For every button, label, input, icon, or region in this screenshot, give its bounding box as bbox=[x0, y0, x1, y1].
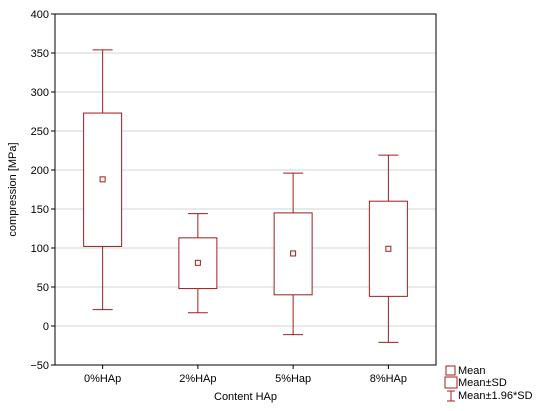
y-tick-label: 200 bbox=[31, 165, 49, 177]
y-axis-title: compression [MPa] bbox=[7, 142, 19, 236]
legend-label-mean: Mean bbox=[458, 365, 486, 377]
box-group-8%HAp bbox=[368, 154, 408, 343]
y-tick-label: 400 bbox=[31, 9, 49, 21]
x-tick-label: 8%HAp bbox=[370, 373, 407, 385]
y-tick-label: 350 bbox=[31, 48, 49, 60]
y-tick-label: 250 bbox=[31, 126, 49, 138]
sd-box bbox=[178, 237, 218, 290]
y-tick-label: 300 bbox=[31, 87, 49, 99]
sd-box bbox=[273, 212, 313, 296]
y-tick-label: 150 bbox=[31, 204, 49, 216]
mean-marker bbox=[385, 245, 392, 252]
legend: Mean Mean±SD Mean±1.96*SD bbox=[444, 365, 533, 402]
x-tick-label: 0%HAp bbox=[84, 373, 121, 385]
y-axis-ticks: 400 350 300 250 200 150 100 50 0 −50 bbox=[30, 9, 55, 372]
y-tick-label: 0 bbox=[43, 321, 49, 333]
x-axis-title: Content HAp bbox=[214, 391, 277, 403]
x-tick-label: 2%HAp bbox=[179, 373, 216, 385]
legend-whisker-marker bbox=[447, 390, 455, 402]
mean-marker bbox=[194, 259, 201, 266]
box-group-5%Hap bbox=[273, 172, 313, 336]
sd-box bbox=[83, 112, 123, 247]
sd-box bbox=[368, 200, 408, 297]
plot-area-frame bbox=[54, 13, 437, 366]
mean-marker bbox=[99, 176, 106, 183]
legend-sd-box-marker bbox=[444, 376, 458, 389]
mean-marker bbox=[290, 250, 297, 257]
y-tick-label: 100 bbox=[31, 243, 49, 255]
box-group-0%HAp bbox=[83, 49, 123, 311]
legend-label-sd: Mean±SD bbox=[458, 377, 507, 389]
legend-mean-marker bbox=[445, 365, 456, 376]
legend-label-whisker: Mean±1.96*SD bbox=[458, 390, 533, 402]
box-group-2%HAp bbox=[178, 213, 218, 314]
y-tick-label: 50 bbox=[37, 282, 49, 294]
y-tick-label: −50 bbox=[30, 360, 49, 372]
plot-series bbox=[83, 49, 408, 343]
x-axis-ticks: 0%HAp 2%HAp 5%Hap 8%HAp bbox=[84, 365, 407, 385]
x-tick-label: 5%Hap bbox=[275, 373, 311, 385]
